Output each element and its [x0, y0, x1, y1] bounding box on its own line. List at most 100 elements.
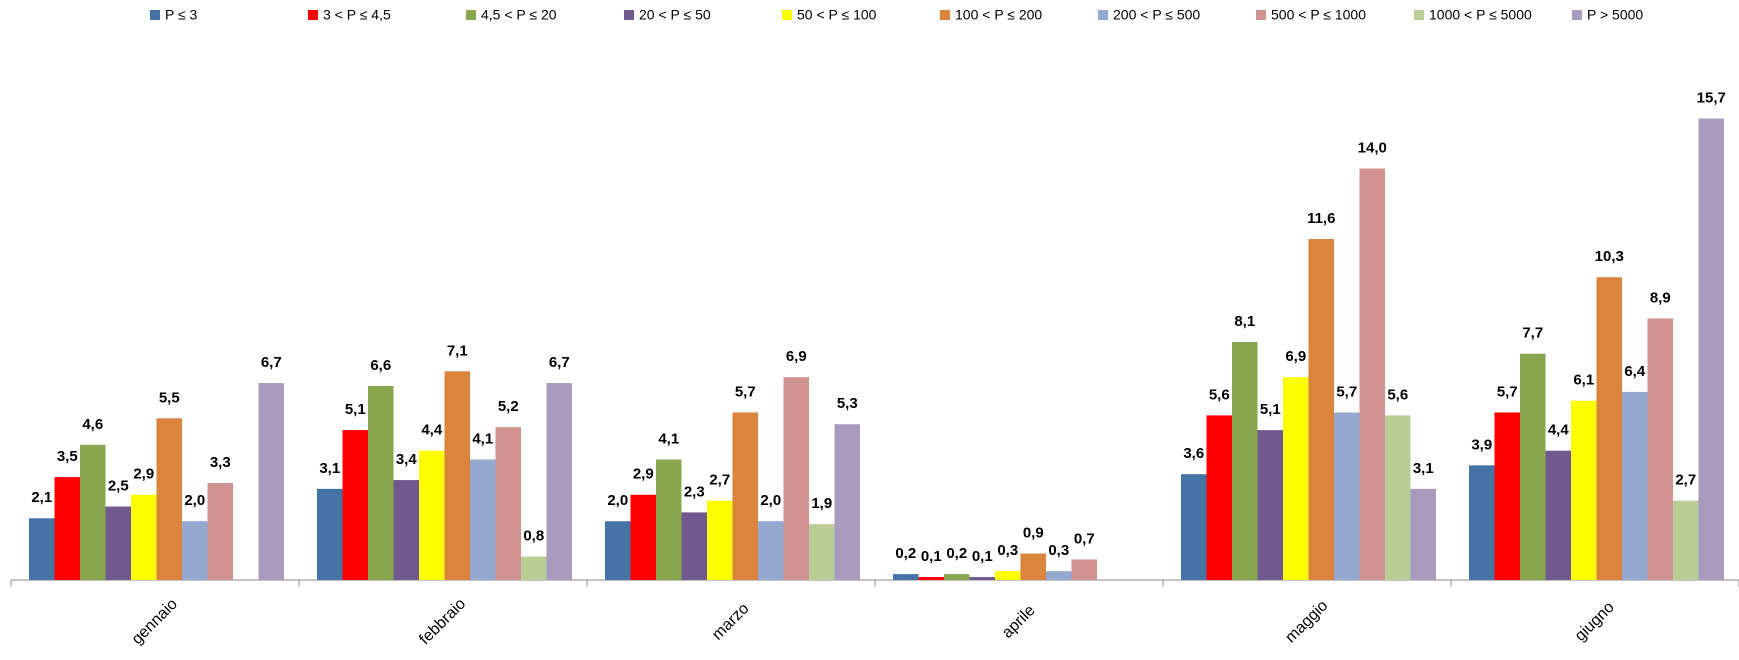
- value-label: 3,6: [1183, 445, 1204, 462]
- value-label: 2,5: [108, 477, 129, 494]
- legend-label: 500 < P ≤ 1000: [1271, 7, 1366, 23]
- value-label: 0,2: [895, 545, 916, 562]
- bar: [1071, 559, 1097, 580]
- legend-label: 4,5 < P ≤ 20: [481, 7, 557, 23]
- legend-swatch: [624, 10, 634, 20]
- bar: [317, 488, 343, 580]
- bar: [258, 383, 284, 580]
- value-label: 6,7: [549, 354, 570, 371]
- legend-label: 200 < P ≤ 500: [1113, 7, 1200, 23]
- value-label: 3,4: [396, 451, 418, 468]
- bar: [1410, 488, 1436, 580]
- bar: [444, 371, 470, 580]
- value-label: 5,7: [735, 383, 756, 400]
- bar: [1257, 430, 1283, 580]
- bar: [732, 412, 758, 580]
- bar: [182, 521, 208, 580]
- bar: [105, 506, 131, 580]
- bar: [1359, 168, 1385, 580]
- bar: [1469, 465, 1495, 580]
- legend-swatch: [1256, 10, 1266, 20]
- value-label: 6,9: [1285, 348, 1306, 365]
- bar: [809, 524, 835, 580]
- value-label: 5,7: [1497, 383, 1518, 400]
- value-label: 7,7: [1522, 325, 1543, 342]
- value-label: 8,1: [1234, 313, 1255, 330]
- value-label: 10,3: [1595, 248, 1624, 265]
- value-label: 3,1: [319, 460, 340, 477]
- legend-label: 100 < P ≤ 200: [955, 7, 1042, 23]
- value-label: 0,1: [972, 548, 993, 565]
- value-label: 4,4: [1548, 422, 1570, 439]
- value-label: 3,3: [210, 454, 231, 471]
- value-label: 6,6: [370, 357, 391, 374]
- legend-swatch: [1414, 10, 1424, 20]
- value-label: 2,9: [133, 466, 154, 483]
- value-label: 2,0: [184, 492, 205, 509]
- value-label: 4,1: [658, 430, 679, 447]
- bar: [470, 459, 496, 580]
- bar: [1232, 341, 1258, 580]
- x-tick-label: aprile: [999, 602, 1039, 642]
- value-label: 7,1: [447, 342, 468, 359]
- value-label: 14,0: [1358, 139, 1387, 156]
- value-label: 2,9: [633, 466, 654, 483]
- bar: [1385, 415, 1411, 580]
- bar: [156, 418, 182, 580]
- legend-label: P ≤ 3: [165, 7, 198, 23]
- value-label: 5,7: [1336, 383, 1357, 400]
- bar: [783, 377, 809, 580]
- legend-swatch: [940, 10, 950, 20]
- value-label: 0,3: [1048, 542, 1069, 559]
- bar: [656, 459, 682, 580]
- value-label: 15,7: [1697, 89, 1726, 106]
- bar: [1647, 318, 1673, 580]
- value-label: 2,7: [1675, 472, 1696, 489]
- bar: [1520, 353, 1546, 580]
- legend-swatch: [1098, 10, 1108, 20]
- bar: [342, 430, 368, 580]
- value-label: 5,6: [1209, 386, 1230, 403]
- value-label: 0,8: [523, 527, 544, 544]
- x-tick-label: maggio: [1282, 597, 1331, 646]
- value-label: 3,9: [1471, 436, 1492, 453]
- bar: [1494, 412, 1520, 580]
- bar: [1622, 391, 1648, 580]
- value-label: 6,1: [1573, 372, 1594, 389]
- bar: [54, 477, 80, 580]
- legend-swatch: [150, 10, 160, 20]
- bar: [393, 480, 419, 580]
- bar: [80, 444, 106, 580]
- bar: [681, 512, 707, 580]
- bar: [29, 518, 55, 580]
- bar: [1571, 400, 1597, 580]
- value-label: 5,3: [837, 395, 858, 412]
- value-label: 2,0: [607, 492, 628, 509]
- bar: [1673, 500, 1699, 580]
- bar: [546, 383, 572, 580]
- bar: [944, 574, 970, 580]
- bar: [131, 494, 157, 580]
- value-label: 6,9: [786, 348, 807, 365]
- value-label: 4,1: [472, 430, 493, 447]
- value-label: 6,7: [261, 354, 282, 371]
- legend-label: 50 < P ≤ 100: [797, 7, 877, 23]
- value-label: 11,6: [1307, 210, 1335, 227]
- bar: [969, 577, 995, 580]
- bar: [1596, 277, 1622, 580]
- value-label: 4,4: [421, 422, 443, 439]
- bar: [605, 521, 631, 580]
- legend-swatch: [782, 10, 792, 20]
- legend-swatch: [466, 10, 476, 20]
- legend-swatch: [308, 10, 318, 20]
- value-label: 0,7: [1074, 530, 1095, 547]
- bar: [1206, 415, 1232, 580]
- value-label: 5,1: [1260, 401, 1281, 418]
- bar: [419, 450, 445, 580]
- bar: [1020, 553, 1046, 580]
- bar: [1334, 412, 1360, 580]
- bar: [1283, 377, 1309, 580]
- value-label: 3,1: [1413, 460, 1434, 477]
- value-label: 5,2: [498, 398, 519, 415]
